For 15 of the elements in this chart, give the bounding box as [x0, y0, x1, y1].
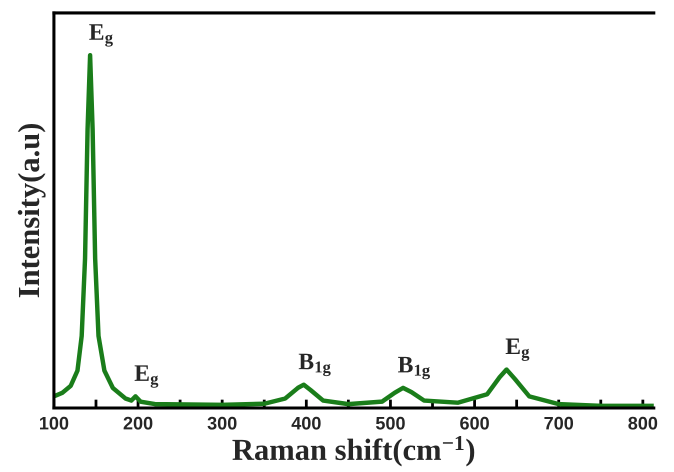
annotation: B$_{1g}$	[298, 354, 331, 376]
annotation: B$_{1g}$	[398, 356, 430, 380]
x-tick-label: 800	[628, 416, 658, 430]
annotation: E$_{g}$	[506, 338, 530, 361]
y-axis-title: Intensity(a.u)	[18, 124, 46, 298]
x-tick-label: 400	[292, 416, 321, 430]
x-tick-label: 100	[40, 416, 68, 430]
x-tick-label: 700	[544, 416, 574, 430]
x-tick-label: 500	[376, 416, 405, 430]
x-tick-label: 600	[460, 416, 489, 430]
x-axis-title: Raman shift(cm$^{−1}$)	[232, 436, 474, 466]
x-tick-label: 200	[124, 416, 152, 430]
x-tick-label: 300	[208, 416, 237, 430]
annotation: E$_{g}$	[89, 24, 113, 47]
annotation: E$_{g}$	[134, 365, 158, 388]
